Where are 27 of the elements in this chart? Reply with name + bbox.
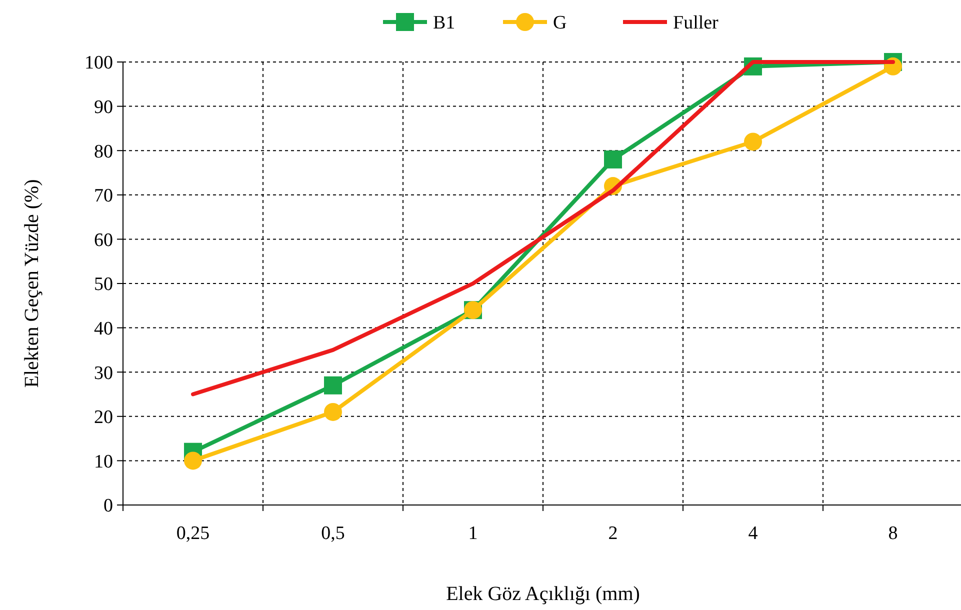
y-axis-title: Elekten Geçen Yüzde (%): [21, 179, 43, 388]
y-tick-label: 60: [94, 230, 113, 251]
y-tick-label: 90: [94, 96, 113, 118]
point: [184, 452, 202, 470]
legend-label: Fuller: [673, 12, 720, 34]
point: [604, 150, 622, 168]
x-tick-label: 2: [608, 523, 618, 544]
x-tick-label: 8: [888, 523, 898, 544]
y-tick-label: 20: [94, 407, 113, 428]
point: [744, 132, 762, 151]
x-tick-label: 0,5: [321, 523, 345, 544]
x-tick-label: 0,25: [176, 523, 210, 544]
x-tick-label: 1: [468, 523, 478, 544]
y-tick-label: 70: [94, 186, 113, 207]
y-tick-label: 50: [94, 274, 113, 296]
legend-label: B1: [433, 12, 456, 34]
y-tick-label: 30: [94, 362, 113, 384]
y-tick-label: 40: [94, 318, 113, 340]
x-axis-title: Elek Göz Açıklığı (mm): [446, 583, 640, 605]
legend-label: G: [553, 12, 567, 34]
point: [324, 402, 342, 421]
y-tick-label: 100: [84, 52, 113, 74]
point: [324, 376, 342, 394]
y-tick-label: 0: [104, 496, 113, 517]
y-tick-label: 10: [94, 451, 113, 472]
x-tick-label: 4: [748, 523, 758, 544]
y-tick-label: 80: [94, 141, 113, 162]
